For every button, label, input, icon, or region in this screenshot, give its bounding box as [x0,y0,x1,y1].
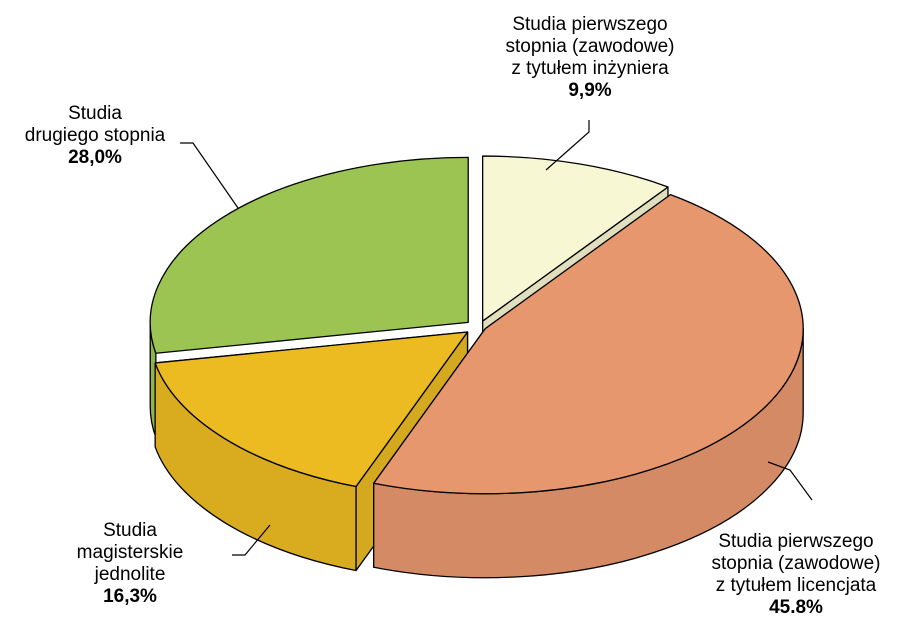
label-licencjata: Studia pierwszego stopnia (zawodowe) z t… [685,531,907,619]
label-drugiego: Studia drugiego stopnia 28,0% [5,103,185,169]
label-inzyniera-value: 9,9% [568,80,612,101]
label-licencjata-line-3: z tytułem licencjata [715,575,877,596]
label-magisterskie-value: 16,3% [103,586,157,607]
slice-licencjata-top [373,193,804,495]
label-drugiego-line-1: Studia [68,103,122,124]
pie-top-faces [149,155,804,495]
pie-leader-lines [180,120,813,556]
label-inzyniera: Studia pierwszego stopnia (zawodowe) z t… [470,14,710,102]
slice-magisterskie-top [154,331,469,488]
slice-inzyniera-top [482,155,669,322]
label-drugiego-line-2: drugiego stopnia [24,125,166,146]
leader-inzyniera [545,120,590,171]
label-magisterskie-line-2: magisterskie [76,542,184,563]
label-magisterskie-line-3: jednolite [94,564,166,585]
label-licencjata-value: 45.8% [769,597,823,618]
label-licencjata-line-1: Studia pierwszego [718,531,874,552]
label-inzyniera-line-3: z tytułem inżyniera [511,58,669,79]
leader-licencjata [767,461,813,501]
label-magisterskie-line-1: Studia [103,520,157,541]
leader-drugiego [180,142,239,209]
slice-drugiego-top [149,156,469,354]
label-drugiego-value: 28,0% [68,147,122,168]
label-inzyniera-line-1: Studia pierwszego [512,14,668,35]
label-magisterskie: Studia magisterskie jednolite 16,3% [50,520,210,608]
label-licencjata-line-2: stopnia (zawodowe) [711,553,881,574]
leader-magisterskie [232,524,271,556]
label-inzyniera-line-2: stopnia (zawodowe) [505,36,675,57]
